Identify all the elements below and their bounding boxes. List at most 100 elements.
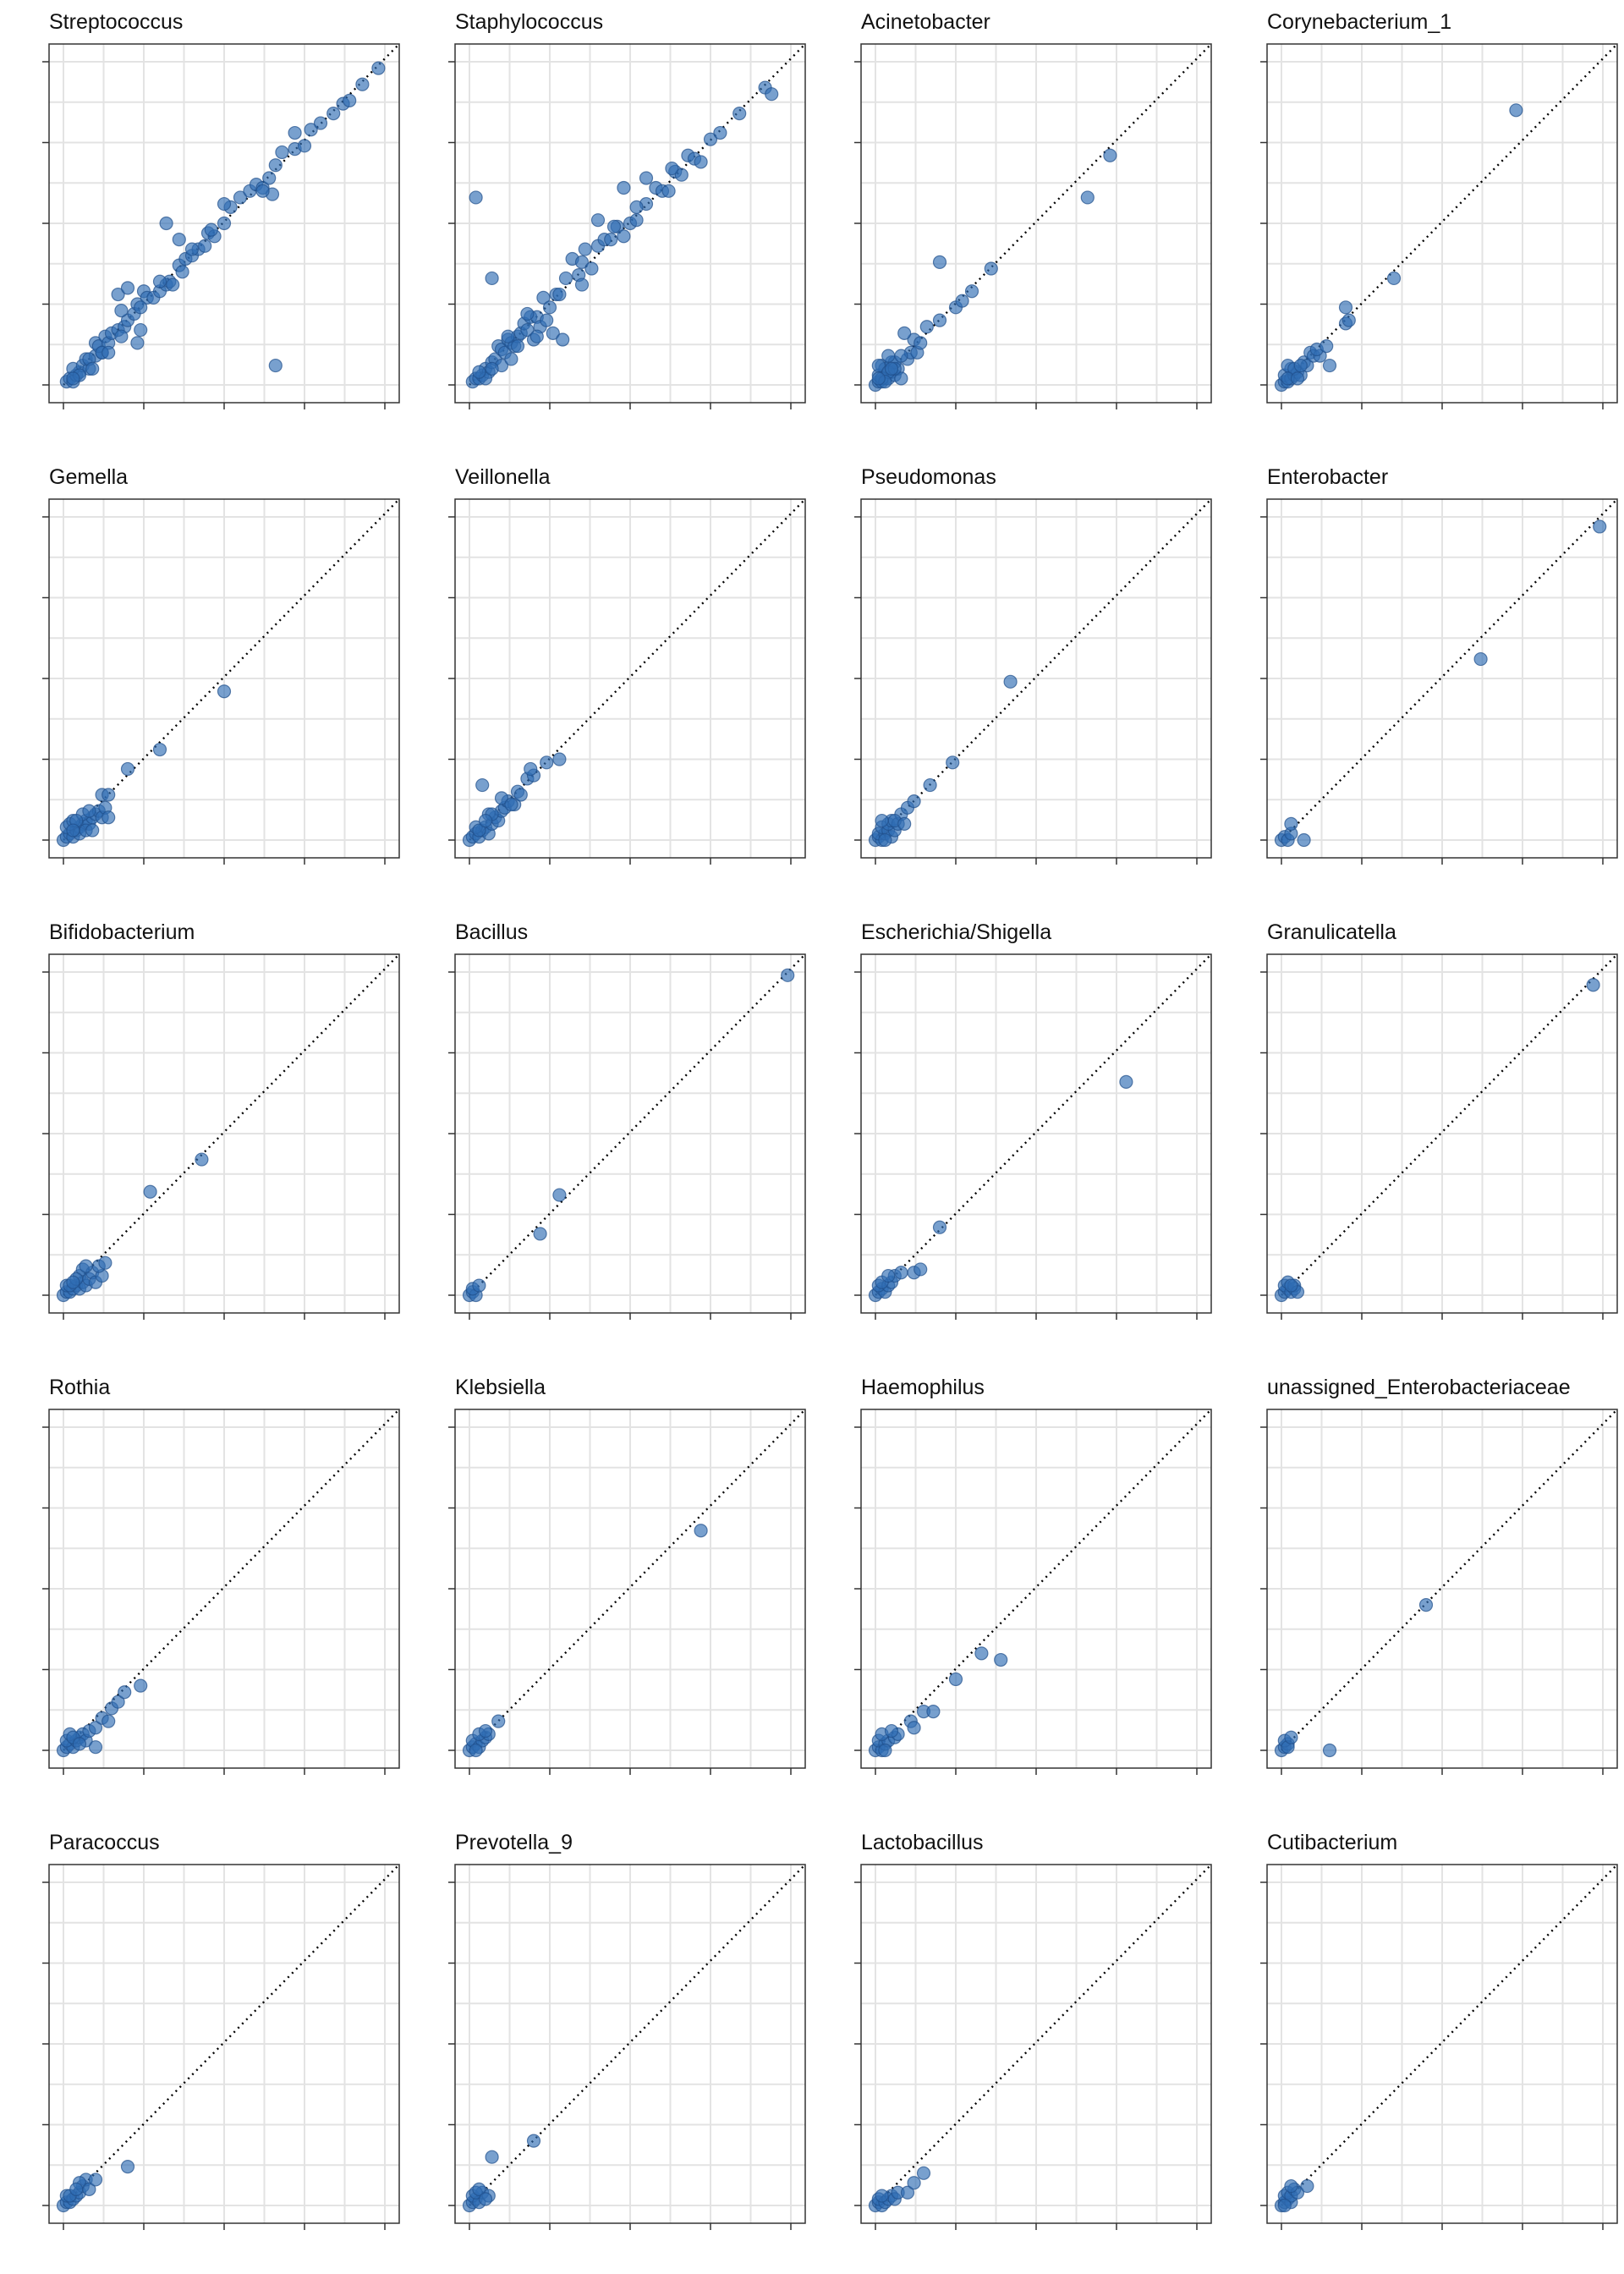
data-point xyxy=(98,1255,112,1270)
data-point xyxy=(694,155,708,169)
data-point xyxy=(878,832,892,848)
data-point xyxy=(343,93,357,107)
data-point xyxy=(916,2166,931,2180)
data-point xyxy=(504,797,518,812)
data-point xyxy=(781,968,795,982)
data-point xyxy=(994,1652,1008,1667)
panel-title: Granulicatella xyxy=(1267,920,1396,944)
data-point xyxy=(111,287,125,302)
identity-line xyxy=(469,1409,806,1751)
data-point xyxy=(584,261,599,276)
panel-title: Pseudomonas xyxy=(861,465,996,489)
panel-title: Prevotella_9 xyxy=(455,1831,573,1854)
data-point xyxy=(478,1723,493,1738)
panel-title: Veillonella xyxy=(455,465,551,489)
data-point xyxy=(524,761,538,777)
data-point xyxy=(894,371,908,386)
data-point xyxy=(574,277,590,292)
data-point xyxy=(881,349,896,363)
data-point xyxy=(1300,2178,1314,2194)
data-point xyxy=(1320,339,1334,354)
panel-title: Bifidobacterium xyxy=(49,920,195,944)
identity-line xyxy=(469,953,806,1296)
panel-19: Lactobacillus xyxy=(854,1831,1212,2230)
data-point xyxy=(478,813,493,828)
panel-1: Streptococcus xyxy=(42,10,400,409)
data-point xyxy=(984,261,998,276)
data-point xyxy=(765,87,779,102)
data-point xyxy=(478,2192,493,2206)
data-point xyxy=(355,77,370,91)
panel-11: Escherichia/Shigella xyxy=(854,920,1212,1320)
data-point xyxy=(694,1524,708,1538)
data-point xyxy=(166,277,180,292)
identity-line xyxy=(1281,1409,1618,1751)
data-point xyxy=(529,329,544,343)
data-point xyxy=(134,300,148,315)
panel-17: Paracoccus xyxy=(42,1831,400,2230)
data-point xyxy=(88,1721,103,1735)
data-point xyxy=(520,322,535,338)
data-point xyxy=(964,284,979,299)
data-point xyxy=(1386,271,1402,286)
data-point xyxy=(894,349,908,363)
panel-title: Escherichia/Shigella xyxy=(861,920,1051,944)
data-point xyxy=(120,281,135,295)
data-point xyxy=(1284,1278,1298,1293)
identity-line xyxy=(1281,953,1618,1296)
panel-title: Streptococcus xyxy=(49,10,183,34)
data-point xyxy=(1418,1597,1434,1612)
data-point xyxy=(914,1262,928,1277)
panel-title: Staphylococcus xyxy=(455,10,603,34)
data-point xyxy=(134,322,148,338)
data-point xyxy=(1290,371,1305,386)
data-point xyxy=(469,1743,483,1758)
data-point xyxy=(217,196,232,211)
data-point xyxy=(313,116,328,130)
data-point xyxy=(66,371,80,386)
data-point xyxy=(907,794,921,809)
data-point xyxy=(897,326,912,340)
identity-line xyxy=(1281,1864,1618,2206)
data-point xyxy=(948,1672,963,1687)
data-point xyxy=(884,361,899,376)
data-point xyxy=(472,823,486,838)
data-point xyxy=(494,791,509,805)
data-point xyxy=(1293,358,1308,373)
data-point xyxy=(661,184,676,198)
data-point xyxy=(297,139,312,153)
data-point xyxy=(875,2189,889,2203)
panel-title: Haemophilus xyxy=(861,1376,985,1399)
data-point xyxy=(955,294,969,308)
data-point xyxy=(172,233,186,247)
identity-line xyxy=(469,1864,806,2206)
data-point xyxy=(102,1714,116,1728)
data-point xyxy=(617,229,631,244)
data-point xyxy=(111,1695,125,1709)
panel-title: Corynebacterium_1 xyxy=(1267,10,1451,34)
data-point xyxy=(732,107,747,121)
data-point xyxy=(485,271,499,286)
data-point xyxy=(629,200,644,214)
data-point xyxy=(88,2172,103,2187)
data-point xyxy=(304,123,318,137)
panel-7: Pseudomonas xyxy=(854,465,1212,865)
data-point xyxy=(513,788,528,802)
panel-15: Haemophilus xyxy=(854,1376,1212,1775)
data-point xyxy=(66,823,80,838)
panel-title: Cutibacterium xyxy=(1267,1831,1397,1854)
panel-10: Bacillus xyxy=(448,920,806,1320)
data-point xyxy=(1341,313,1356,327)
data-point xyxy=(1509,103,1523,118)
data-point xyxy=(85,361,100,376)
data-point xyxy=(79,1259,93,1273)
data-point xyxy=(932,255,947,269)
data-point xyxy=(195,1152,209,1167)
data-point xyxy=(546,326,560,340)
data-point xyxy=(268,358,283,373)
data-point xyxy=(552,752,567,766)
data-point xyxy=(275,145,289,160)
data-point xyxy=(552,287,567,302)
data-point xyxy=(485,2150,499,2164)
